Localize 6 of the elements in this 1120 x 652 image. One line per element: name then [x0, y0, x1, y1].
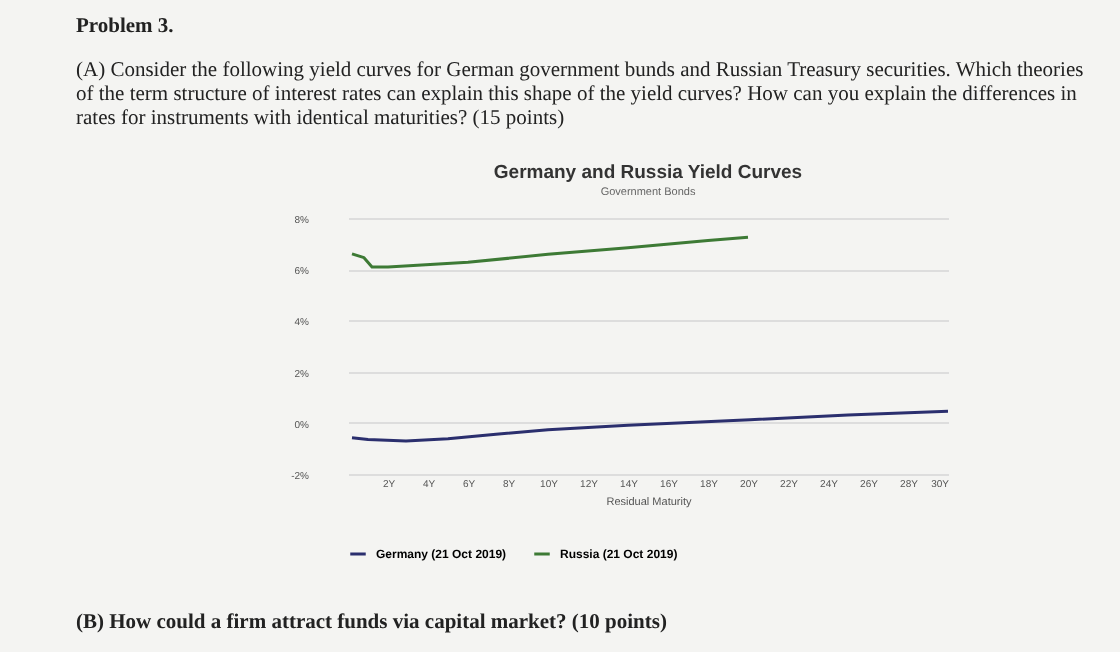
text: (B) How could a firm attract funds via capital market? (10 points)	[76, 612, 667, 634]
chart-title: Germany and Russia Yield Curves	[493, 162, 803, 184]
line-series	[350, 235, 750, 269]
text: (A) Consider the following yield curves for German government bunds and Russian Treasury securities. Which theories of the term structure of interest rates can explain this shape of the yield curves? How can you explain the differences in rates for instruments with identical maturities? (15 points)	[76, 60, 1086, 132]
text: Problem 3.	[76, 16, 176, 40]
line-series	[350, 409, 950, 443]
